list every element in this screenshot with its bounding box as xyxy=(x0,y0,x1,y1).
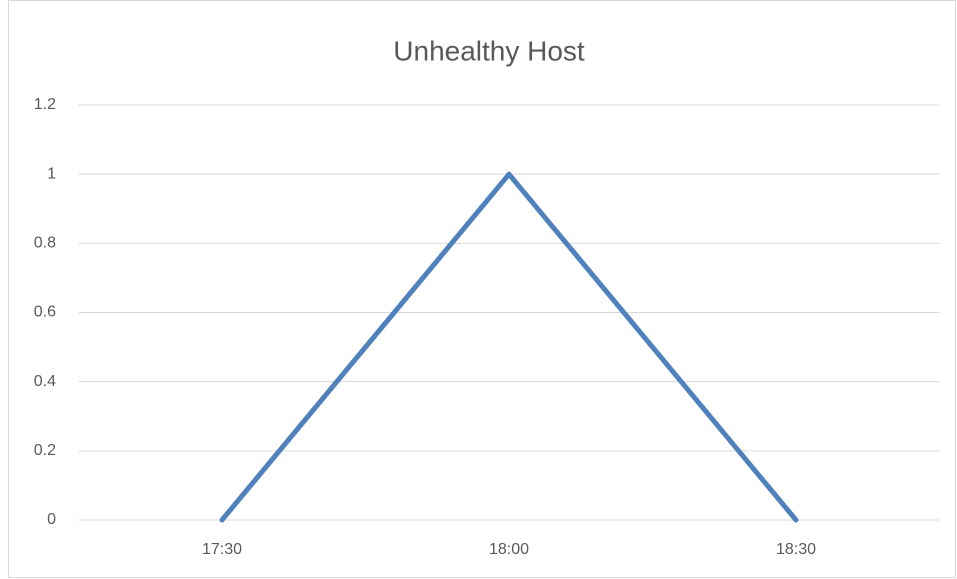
y-tick-label: 0.2 xyxy=(34,442,56,459)
y-tick-label: 0.4 xyxy=(34,373,56,390)
y-tick-label: 0.8 xyxy=(34,235,56,252)
y-tick-label: 1 xyxy=(47,165,56,182)
data-line xyxy=(219,171,799,523)
x-tick-label: 17:30 xyxy=(202,541,242,558)
x-tick-label: 18:00 xyxy=(489,541,529,558)
chart-title: Unhealthy Host xyxy=(393,35,585,66)
y-tick-label: 0 xyxy=(47,511,56,528)
y-tick-label: 1.2 xyxy=(34,96,56,113)
y-tick-label: 0.6 xyxy=(34,304,56,321)
x-tick-label: 18:30 xyxy=(776,541,816,558)
chart-border xyxy=(8,0,956,578)
